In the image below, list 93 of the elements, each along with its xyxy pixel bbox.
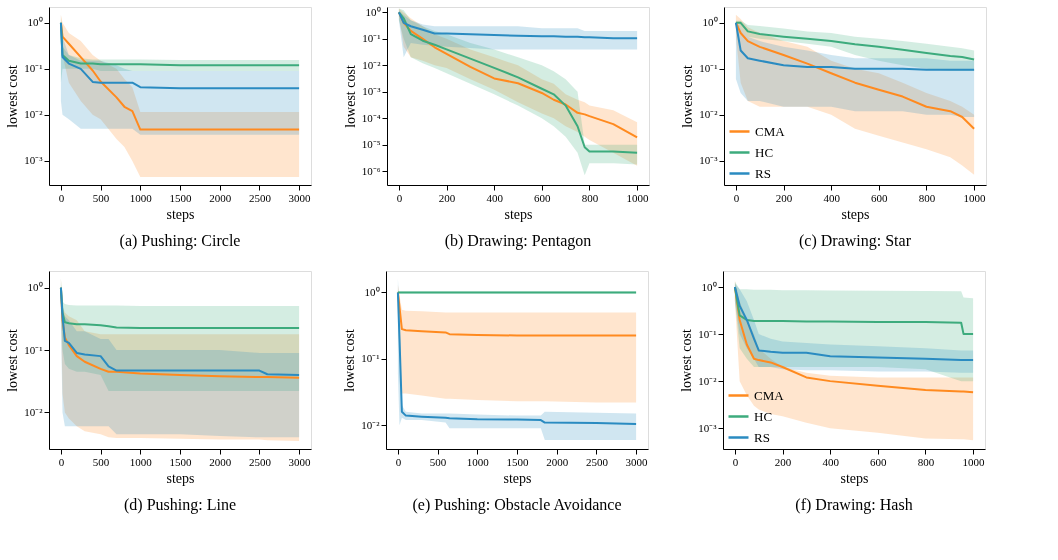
- x-axis-title: steps: [166, 206, 195, 222]
- line-series: [396, 291, 638, 425]
- x-tick-label: 1500: [169, 455, 192, 468]
- text: (f) Drawing: Hash: [795, 496, 913, 514]
- y-tick-label: 10⁻¹: [699, 62, 718, 75]
- x-tick-label: 1000: [129, 455, 153, 468]
- x-tick-label: 600: [870, 455, 888, 468]
- x-tick-label: 2500: [585, 455, 609, 468]
- x-tick-label: 1000: [962, 455, 986, 468]
- x-tick-label: 1000: [129, 191, 153, 204]
- y-axis-title: lowest cost: [342, 65, 358, 128]
- y-tick-label: 10⁻⁶: [361, 164, 381, 177]
- legend-label: HC: [755, 144, 774, 160]
- y-tick-label: 10⁻³: [699, 154, 719, 167]
- legend-label: CMA: [755, 123, 786, 139]
- x-tick-label: 800: [918, 191, 936, 204]
- y-tick-label: 10⁻¹: [698, 327, 717, 340]
- x-tick-label: 1500: [169, 191, 192, 204]
- y-tick-label: 10⁻²: [24, 405, 44, 418]
- x-tick-label: 500: [429, 455, 447, 468]
- text: (d) Pushing: Line: [124, 496, 236, 514]
- y-tick-label: 10⁻²: [361, 418, 381, 431]
- x-tick-label: 3000: [288, 191, 312, 204]
- x-tick-label: 200: [775, 191, 793, 204]
- text: (b) Drawing: Pentagon: [444, 232, 592, 250]
- y-axis-title: lowest cost: [679, 329, 695, 392]
- legend-label: RS: [754, 429, 770, 445]
- line-series: [397, 11, 639, 40]
- y-axis-title: lowest cost: [342, 329, 358, 392]
- y-tick-label: 10⁻²: [698, 374, 718, 387]
- x-axis-title: steps: [166, 470, 195, 486]
- y-tick-label: 10⁰: [27, 16, 43, 29]
- x-tick-label: 0: [395, 455, 402, 468]
- x-tick-label: 2500: [248, 191, 272, 204]
- text: (a) Pushing: Circle: [119, 232, 241, 250]
- y-tick-label: 10⁻³: [24, 154, 44, 167]
- x-axis-title: steps: [503, 470, 532, 486]
- y-tick-label: 10⁻³: [362, 85, 382, 98]
- x-tick-label: 200: [438, 191, 456, 204]
- y-tick-label: 10⁻¹: [362, 32, 381, 45]
- x-axis-title: steps: [841, 206, 870, 222]
- y-tick-label: 10⁻³: [698, 421, 718, 434]
- y-tick-label: 10⁻²: [362, 58, 382, 71]
- y-tick-label: 10⁰: [702, 16, 718, 29]
- line-series: [733, 286, 975, 362]
- y-tick-label: 10⁰: [27, 281, 43, 294]
- x-tick-label: 1000: [626, 191, 650, 204]
- x-tick-label: 800: [581, 191, 599, 204]
- y-tick-label: 10⁰: [701, 280, 717, 293]
- legend-label: HC: [754, 408, 773, 424]
- y-tick-label: 10⁻²: [24, 108, 44, 121]
- y-tick-label: 10⁻¹: [24, 62, 43, 75]
- x-tick-label: 600: [534, 191, 552, 204]
- x-tick-label: 0: [733, 191, 740, 204]
- x-tick-label: 200: [774, 455, 792, 468]
- y-tick-label: 10⁻²: [699, 108, 719, 121]
- y-tick-label: 10⁻¹: [24, 343, 43, 356]
- text: (c) Drawing: Star: [799, 232, 912, 250]
- x-tick-label: 400: [822, 455, 840, 468]
- y-tick-label: 10⁰: [365, 5, 381, 18]
- x-tick-label: 600: [871, 191, 889, 204]
- x-tick-label: 3000: [288, 455, 312, 468]
- x-tick-label: 0: [396, 191, 403, 204]
- y-axis-title: lowest cost: [5, 65, 21, 128]
- x-tick-label: 500: [92, 455, 110, 468]
- x-tick-label: 2000: [209, 455, 232, 468]
- x-tick-label: 1000: [963, 191, 987, 204]
- y-tick-label: 10⁰: [364, 285, 380, 298]
- y-tick-label: 10⁻⁵: [361, 138, 381, 151]
- x-tick-label: 2000: [546, 455, 569, 468]
- x-tick-label: 500: [92, 191, 110, 204]
- y-axis-title: lowest cost: [680, 65, 696, 128]
- x-tick-label: 0: [732, 455, 739, 468]
- legend-label: RS: [755, 165, 771, 181]
- y-tick-label: 10⁻¹: [361, 352, 380, 365]
- x-tick-label: 3000: [625, 455, 649, 468]
- y-tick-label: 10⁻⁴: [361, 111, 381, 124]
- legend-label: CMA: [754, 387, 785, 403]
- x-tick-label: 1000: [466, 455, 490, 468]
- line-series: [734, 21, 976, 61]
- x-tick-label: 2000: [209, 191, 232, 204]
- x-tick-label: 400: [823, 191, 841, 204]
- x-axis-title: steps: [504, 206, 533, 222]
- x-tick-label: 800: [917, 455, 935, 468]
- y-axis-title: lowest cost: [5, 329, 21, 392]
- x-tick-label: 1500: [506, 455, 529, 468]
- x-axis-title: steps: [840, 470, 869, 486]
- text: (e) Pushing: Obstacle Avoidance: [412, 496, 622, 514]
- x-tick-label: 0: [58, 191, 65, 204]
- x-tick-label: 400: [486, 191, 504, 204]
- x-tick-label: 2500: [248, 455, 272, 468]
- line-series: [59, 21, 301, 90]
- x-tick-label: 0: [58, 455, 65, 468]
